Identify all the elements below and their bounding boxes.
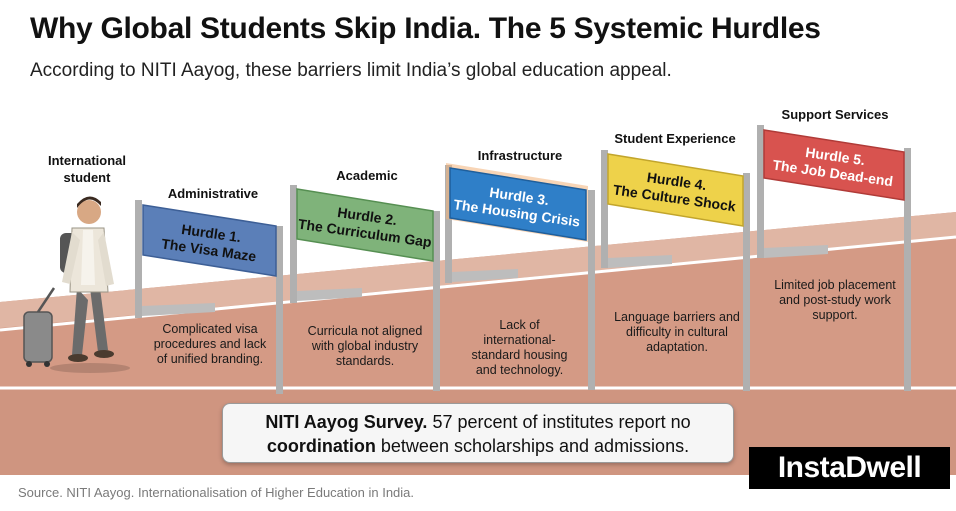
page-subtitle: According to NITI Aayog, these barriers … [30, 60, 672, 81]
hurdle-1-sign [142, 204, 277, 277]
callout-text-2: between scholarships and admissions. [375, 436, 690, 456]
hurdle-3-frame [445, 163, 595, 390]
hurdle-1-frame [135, 200, 283, 394]
hurdle-3-category: Infrastructure [477, 148, 563, 163]
hurdle-1-description: Complicated visa procedures and lack of … [153, 322, 267, 366]
callout-bold-2: coordination [266, 436, 376, 456]
track-far-band [0, 212, 956, 328]
hurdle-2-sign [296, 188, 434, 262]
hurdle-5-sign [763, 129, 905, 201]
hurdle-2-category: Academic [336, 168, 398, 183]
hurdle-4-category: Student Experience [614, 131, 736, 146]
student-label: International student [47, 153, 126, 185]
brand-logo: InstaDwell [749, 447, 950, 489]
callout-bold-1: NITI Aayog Survey. [265, 412, 428, 432]
student-figure [23, 196, 130, 373]
page-title: Why Global Students Skip India. The 5 Sy… [30, 12, 821, 45]
survey-callout: NITI Aayog Survey. 57 percent of institu… [222, 403, 734, 463]
hurdle-5-frame [757, 125, 911, 391]
callout-text-1: 57 percent of institutes report no [427, 412, 691, 432]
source-note: Source. NITI Aayog. Internationalisation… [18, 485, 415, 500]
hurdle-4-frame [601, 150, 750, 391]
hurdle-5-description: Limited job placement and post-study wor… [774, 278, 896, 322]
suitcase [23, 311, 53, 363]
hurdle-3-sign [449, 167, 587, 241]
hurdle-2-description: Curricula not aligned with global indust… [307, 324, 423, 368]
hurdle-5-category: Support Services [781, 107, 889, 122]
hurdle-3-description: Lack of international-standard housing a… [471, 318, 568, 377]
hurdle-4-description: Language barriers and difficulty in cult… [614, 310, 740, 354]
hurdle-1-category: Administrative [167, 186, 259, 201]
hurdle-2-frame [290, 185, 440, 391]
hurdle-4-sign [607, 153, 744, 227]
